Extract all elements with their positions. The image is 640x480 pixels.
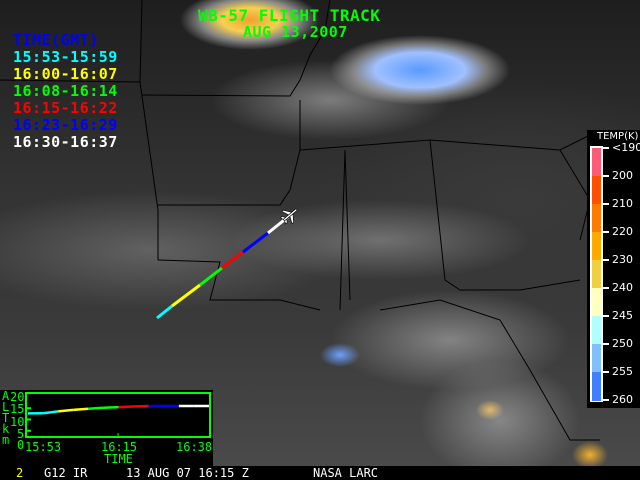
colorbar-segment — [592, 204, 601, 233]
track-segment-1608 — [199, 266, 223, 287]
colorbar-segment — [592, 232, 601, 261]
xtick-label: 16:15 — [101, 440, 138, 454]
colorbar-tick — [603, 343, 609, 345]
altitude-plot-svg — [27, 404, 209, 437]
colorbar-tick — [603, 399, 609, 401]
ytick-label: 5 — [17, 427, 25, 441]
colorbar-segment — [592, 316, 601, 345]
altitude-line-segment — [118, 405, 134, 409]
legend-item: 16:08-16:14 — [13, 82, 118, 100]
ylabel-char: T — [2, 411, 10, 425]
ytick-label: 0 — [17, 438, 25, 452]
map-title: WB-57 FLIGHT TRACK — [198, 6, 381, 25]
track-segment-1615 — [221, 250, 244, 270]
colorbar-label: <190 — [612, 141, 640, 154]
colorbar-label: 250 — [612, 337, 633, 350]
colorbar-label: 230 — [612, 253, 633, 266]
legend-item: 16:15-16:22 — [13, 99, 118, 117]
colorbar-title: TEMP(K) — [597, 131, 639, 142]
colorbar-label: 255 — [612, 365, 633, 378]
ylabel-char: m — [2, 433, 10, 447]
xaxis-label: TIME — [104, 452, 133, 466]
map-date: AUG 13,2007 — [243, 23, 348, 41]
colorbar-tick — [603, 231, 609, 233]
colorbar-label: 245 — [612, 309, 633, 322]
colorbar-segment — [592, 176, 601, 205]
source-label: NASA LARC — [313, 466, 379, 480]
legend-item: 15:53-15:59 — [13, 48, 118, 66]
colorbar-segment — [592, 344, 601, 373]
satellite-ir-image — [0, 0, 640, 466]
datetime-label: 13 AUG 07 16:15 Z — [126, 466, 249, 480]
aircraft-icon — [280, 208, 298, 225]
colorbar-tick — [603, 315, 609, 317]
xtick-label: 16:38 — [176, 440, 213, 454]
track-segment-1553 — [156, 304, 173, 320]
legend-item: 16:23-16:29 — [13, 116, 118, 134]
ytick-label: 15 — [10, 402, 25, 416]
altitude-line-segment — [42, 410, 59, 415]
ylabel-char: L — [2, 400, 10, 414]
colorbar-tick — [603, 175, 609, 177]
altitude-line-segment — [58, 408, 74, 413]
ytick-label: 10 — [10, 415, 25, 429]
colorbar-tick — [603, 203, 609, 205]
colorbar-segment — [592, 148, 601, 177]
status-bar: 2 G12 IR 13 AUG 07 16:15 Z NASA LARC — [0, 466, 640, 480]
flight-track — [156, 215, 289, 320]
colorbar-tick — [603, 371, 609, 373]
colorbar-segment — [592, 372, 601, 401]
colorbar-label: 260 — [612, 393, 633, 406]
colorbar-label: 200 — [612, 169, 633, 182]
temperature-colorbar — [590, 146, 603, 402]
altitude-line-segment — [103, 405, 119, 410]
colorbar-label: 210 — [612, 197, 633, 210]
ylabel-char: A — [2, 389, 10, 403]
ylabel-char: k — [2, 422, 10, 436]
altitude-axis-label: A L T k m — [2, 389, 12, 447]
colorbar-segment — [592, 260, 601, 289]
colorbar-label: 220 — [612, 225, 633, 238]
frame-number: 2 — [16, 466, 24, 480]
track-segment-1600 — [171, 283, 201, 308]
altitude-line-segment — [73, 407, 89, 412]
legend-item: 16:30-16:37 — [13, 133, 118, 151]
sensor-label: G12 IR — [44, 466, 88, 480]
colorbar-tick — [603, 147, 609, 149]
altitude-plot: A L T k m 20 15 10 5 0 15:53 16:15 16:38… — [0, 390, 213, 466]
colorbar-segment — [592, 288, 601, 317]
legend-item: 16:00-16:07 — [13, 65, 118, 83]
xtick-label: 15:53 — [25, 440, 62, 454]
altitude-line-segment — [88, 406, 104, 410]
ytick-label: 20 — [10, 390, 25, 404]
colorbar-tick — [603, 259, 609, 261]
track-segment-1623 — [242, 231, 269, 254]
colorbar-tick — [603, 287, 609, 289]
legend-header: TIME(GMT) — [13, 31, 99, 49]
colorbar-label: 240 — [612, 281, 633, 294]
